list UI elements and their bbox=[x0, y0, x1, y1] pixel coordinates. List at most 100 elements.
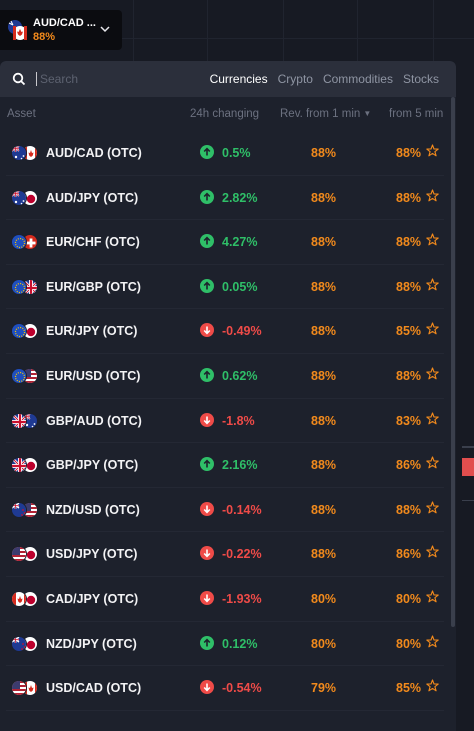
asset-row[interactable]: NZD/USD (OTC) -0.14% 88% 88% bbox=[0, 488, 456, 533]
row-divider bbox=[6, 442, 444, 444]
asset-row[interactable]: AUD/CAD (OTC) 0.5% 88% 88% bbox=[0, 131, 456, 176]
column-asset[interactable]: Asset bbox=[7, 108, 36, 120]
asset-pair-name: EUR/USD (OTC) bbox=[46, 369, 141, 383]
tab-currencies[interactable]: Currencies bbox=[209, 72, 268, 86]
flag-eu-icon bbox=[11, 323, 27, 340]
asset-row[interactable]: EUR/JPY (OTC) -0.49% 88% 85% bbox=[0, 309, 456, 354]
asset-row[interactable]: USD/JPY (OTC) -0.22% 88% 86% bbox=[0, 532, 456, 577]
payout-5min-value: 80% bbox=[396, 592, 422, 606]
favorite-star-icon[interactable] bbox=[426, 144, 439, 157]
payout-1min-value: 88% bbox=[311, 190, 337, 205]
tab-crypto[interactable]: Crypto bbox=[277, 72, 313, 86]
currency-flags bbox=[11, 457, 39, 474]
asset-row[interactable]: GBP/AUD (OTC) -1.8% 88% 83% bbox=[0, 399, 456, 444]
flag-eu-icon bbox=[11, 368, 27, 384]
payout-5min-value: 88% bbox=[396, 190, 422, 205]
favorite-star-icon[interactable] bbox=[426, 322, 439, 335]
arrow-up-icon bbox=[200, 189, 214, 204]
change-24h-value: -1.93% bbox=[222, 592, 262, 606]
payout-1min-value: 88% bbox=[311, 324, 337, 339]
asset-row[interactable]: NZD/JPY (OTC) 0.12% 80% 80% bbox=[0, 622, 456, 667]
chart-level-line bbox=[462, 500, 474, 501]
asset-row[interactable]: EUR/GBP (OTC) 0.05% 88% 88% bbox=[0, 265, 456, 310]
asset-row[interactable]: EUR/USD (OTC) 0.62% 88% 88% bbox=[0, 354, 456, 399]
chevron-down-icon bbox=[100, 26, 110, 33]
asset-row[interactable]: AUD/JPY (OTC) 2.82% 88% 88% bbox=[0, 176, 456, 221]
arrow-up-icon bbox=[200, 635, 214, 650]
change-24h-value: 0.05% bbox=[222, 279, 258, 294]
asset-flag-icon bbox=[7, 19, 29, 41]
column-rev-1min[interactable]: Rev. from 1 min ▼ bbox=[280, 108, 371, 120]
favorite-star-icon[interactable] bbox=[426, 590, 439, 603]
favorite-star-icon[interactable] bbox=[426, 233, 439, 246]
flag-au-icon bbox=[11, 145, 27, 161]
payout-1min-value: 88% bbox=[311, 547, 337, 562]
payout-5min-value: 83% bbox=[396, 413, 422, 428]
currency-flags bbox=[11, 145, 39, 162]
change-24h-value: -0.49% bbox=[222, 324, 262, 339]
favorite-star-icon[interactable] bbox=[426, 278, 439, 291]
arrow-up-icon bbox=[200, 145, 214, 159]
asset-pair-name: NZD/USD (OTC) bbox=[46, 502, 140, 517]
payout-5min-value: 88% bbox=[396, 235, 422, 250]
asset-row[interactable]: EUR/CHF (OTC) 4.27% 88% 88% bbox=[0, 220, 456, 265]
asset-pair-name: GBP/JPY (OTC) bbox=[46, 458, 139, 473]
favorite-star-icon[interactable] bbox=[426, 679, 439, 692]
change-24h-value: 4.27% bbox=[222, 235, 258, 250]
favorite-star-icon[interactable] bbox=[426, 412, 439, 425]
asset-pair-name: EUR/GBP (OTC) bbox=[46, 279, 141, 294]
row-divider bbox=[6, 219, 444, 221]
payout-5min-value: 85% bbox=[396, 681, 422, 696]
row-divider bbox=[6, 174, 444, 176]
flag-eu-icon bbox=[11, 278, 27, 295]
asset-pair-name: USD/JPY (OTC) bbox=[46, 547, 138, 562]
tab-stocks[interactable]: Stocks bbox=[402, 72, 439, 86]
currency-flags bbox=[11, 234, 39, 251]
arrow-down-icon bbox=[200, 501, 214, 516]
asset-row[interactable]: CAD/JPY (OTC) -1.93% 80% 80% bbox=[0, 577, 456, 622]
arrow-down-icon bbox=[200, 546, 214, 561]
arrow-down-icon bbox=[200, 412, 214, 427]
arrow-down-icon bbox=[200, 680, 214, 695]
arrow-up-icon bbox=[200, 368, 214, 382]
payout-1min-value: 88% bbox=[311, 413, 337, 428]
favorite-star-icon[interactable] bbox=[426, 189, 439, 202]
change-24h-value: -1.8% bbox=[222, 413, 255, 428]
asset-row[interactable]: USD/CAD (OTC) -0.54% 79% 85% bbox=[0, 666, 456, 711]
payout-5min-value: 80% bbox=[396, 636, 422, 651]
change-24h-value: -0.14% bbox=[222, 502, 262, 517]
change-24h-value: 2.82% bbox=[222, 190, 258, 205]
selected-asset-payout: 88% bbox=[33, 31, 56, 43]
category-tabs: Currencies Crypto Commodities Stocks bbox=[205, 72, 444, 86]
asset-row[interactable]: GBP/JPY (OTC) 2.16% 88% 86% bbox=[0, 443, 456, 488]
currency-flags bbox=[11, 680, 39, 697]
selected-asset-name: AUD/CAD ... bbox=[33, 17, 96, 29]
row-divider bbox=[6, 486, 444, 488]
selected-asset-dropdown[interactable]: AUD/CAD ... 88% bbox=[0, 10, 122, 50]
arrow-up-icon bbox=[200, 234, 214, 249]
flag-au-icon bbox=[11, 189, 27, 206]
favorite-star-icon[interactable] bbox=[426, 456, 439, 469]
change-24h-value: -0.22% bbox=[222, 547, 262, 562]
search-input[interactable] bbox=[36, 72, 186, 86]
row-divider bbox=[6, 397, 444, 399]
payout-1min-value: 88% bbox=[311, 146, 337, 160]
flag-nz-icon bbox=[11, 635, 27, 652]
flag-us-icon bbox=[11, 546, 27, 563]
scrollbar[interactable] bbox=[451, 97, 455, 627]
currency-flags bbox=[11, 546, 39, 563]
column-24h-changing[interactable]: 24h changing bbox=[190, 108, 260, 120]
favorite-star-icon[interactable] bbox=[426, 545, 439, 558]
favorite-star-icon[interactable] bbox=[426, 501, 439, 514]
column-rev-5min[interactable]: from 5 min bbox=[389, 108, 444, 120]
payout-5min-value: 88% bbox=[396, 279, 422, 294]
currency-flags bbox=[11, 189, 39, 207]
change-24h-value: -0.54% bbox=[222, 681, 262, 696]
flag-au-icon bbox=[22, 412, 38, 429]
tab-commodities[interactable]: Commodities bbox=[322, 72, 393, 86]
arrow-down-icon bbox=[200, 323, 214, 338]
favorite-star-icon[interactable] bbox=[426, 367, 439, 380]
currency-flags bbox=[11, 323, 39, 340]
favorite-star-icon[interactable] bbox=[426, 635, 439, 648]
panel-header: Currencies Crypto Commodities Stocks bbox=[0, 61, 456, 97]
